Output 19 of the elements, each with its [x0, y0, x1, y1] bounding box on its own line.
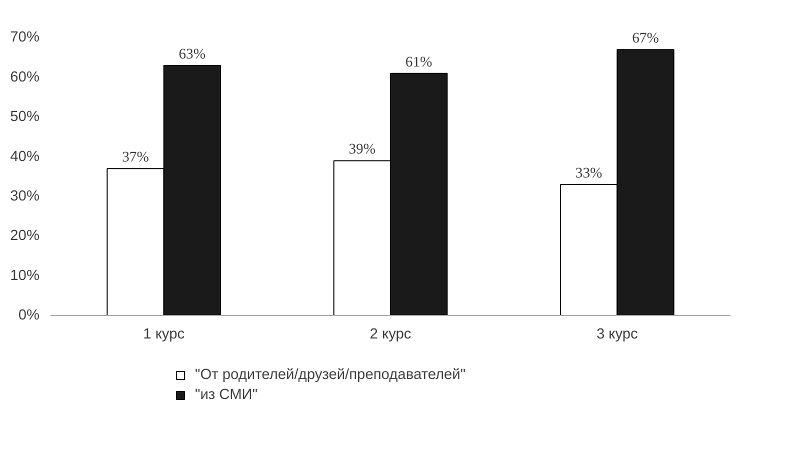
text: 33% — [575, 166, 602, 182]
text: 63% — [178, 46, 206, 62]
text: 67% — [632, 30, 659, 47]
y-tick-label: 30% — [10, 188, 40, 204]
text: 61% — [405, 54, 432, 70]
y-tick-label: 10% — [10, 268, 40, 284]
y-tick-label: 70% — [10, 30, 40, 46]
legend-label: "из СМИ" — [195, 387, 258, 403]
y-tick-label: 20% — [10, 228, 40, 244]
x-tick-label: 3 курс — [596, 326, 638, 342]
text: 37% — [122, 150, 149, 166]
y-tick-label: 60% — [10, 69, 40, 86]
x-tick-label: 2 курс — [370, 326, 412, 342]
y-tick-label: 50% — [10, 109, 40, 126]
y-tick-label: 40% — [10, 148, 40, 165]
legend-label: "От родителей/друзей/преподавателей" — [195, 367, 466, 383]
text: 39% — [348, 142, 376, 158]
y-tick-label: 0% — [18, 308, 40, 324]
x-tick-label: 1 курс — [143, 326, 185, 342]
